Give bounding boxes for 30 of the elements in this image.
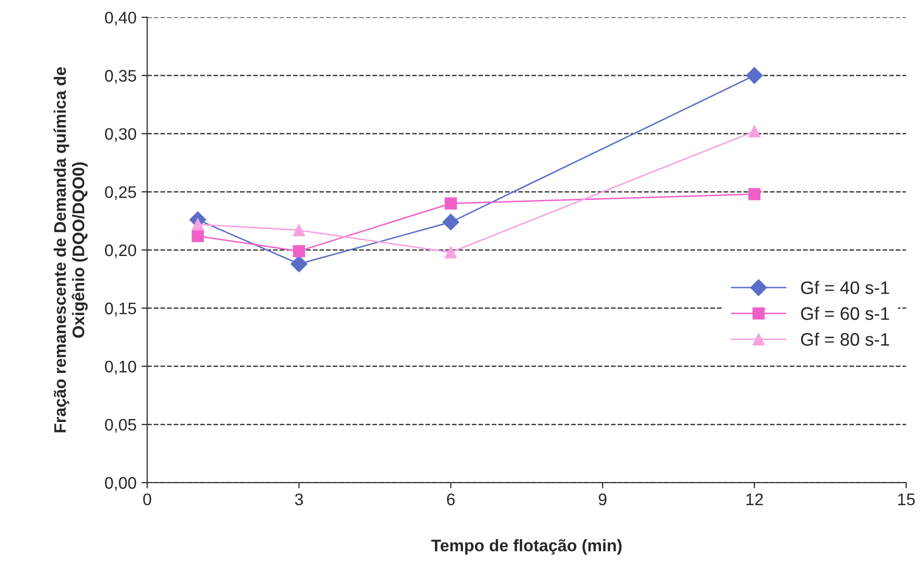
point [442, 214, 460, 230]
y-tick-label: 0,25 [105, 186, 136, 200]
point [444, 246, 457, 258]
point [444, 197, 457, 210]
x-tick-label: 3 [295, 493, 303, 506]
point [292, 245, 306, 258]
point [746, 67, 763, 84]
y-tick-label: 0,20 [105, 244, 136, 258]
y-tick-label: 0,05 [105, 418, 136, 433]
x-tick-label: 0 [143, 493, 152, 506]
x-tick-label: 9 [598, 493, 606, 506]
y-tick-label: 0,40 [105, 12, 136, 26]
point [292, 224, 306, 236]
legend-label: Gf = 60 s-1 [801, 306, 890, 320]
legend-label: Gf = 40 s-1 [801, 280, 890, 294]
y-tick-label: 0,30 [105, 128, 136, 142]
y-tick-label: 0,00 [105, 477, 136, 491]
point [748, 125, 760, 138]
y-axis-title: Fração remanescente de Demanda química de Oxigênio (DQO/DQO0) [54, 67, 88, 432]
point [290, 256, 308, 272]
point [192, 230, 204, 242]
y-tick-label: 0,35 [105, 70, 136, 84]
legend-label: Gf = 80 s-1 [801, 332, 890, 346]
y-tick-label: 0,10 [105, 360, 136, 374]
x-tick-label: 12 [746, 493, 763, 506]
x-axis-title: Tempo de flotação (min) [431, 539, 622, 555]
x-tick-label: 6 [447, 493, 455, 506]
point [748, 188, 760, 200]
y-tick-label: 0,15 [105, 302, 136, 316]
x-tick-label: 15 [898, 494, 915, 506]
